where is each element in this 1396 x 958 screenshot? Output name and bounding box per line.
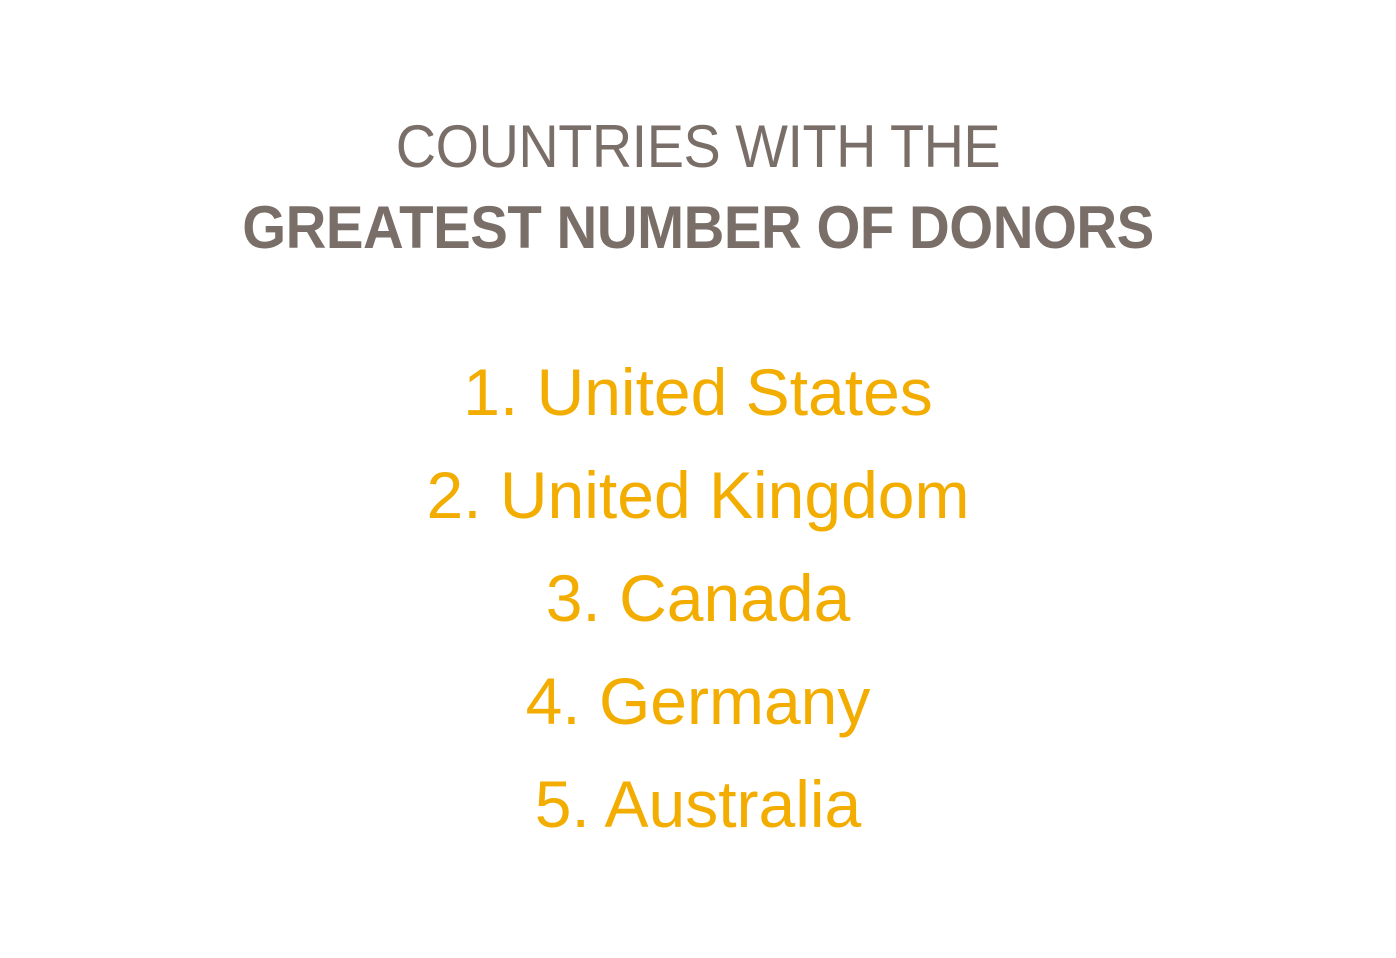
title-line-1: COUNTRIES WITH THE (395, 113, 1001, 180)
ranking-item-canada: 3. Canada (545, 561, 851, 635)
title-line-2: GREATEST NUMBER OF DONORS (242, 194, 1154, 261)
ranking-item-united-kingdom: 2. United Kingdom (426, 458, 970, 532)
ranking-item-australia: 5. Australia (534, 767, 862, 841)
countries-ranking-list: 1. United States 2. United Kingdom 3. Ca… (0, 355, 1396, 870)
ranking-item-united-states: 1. United States (463, 355, 933, 429)
ranking-item-germany: 4. Germany (525, 664, 871, 738)
